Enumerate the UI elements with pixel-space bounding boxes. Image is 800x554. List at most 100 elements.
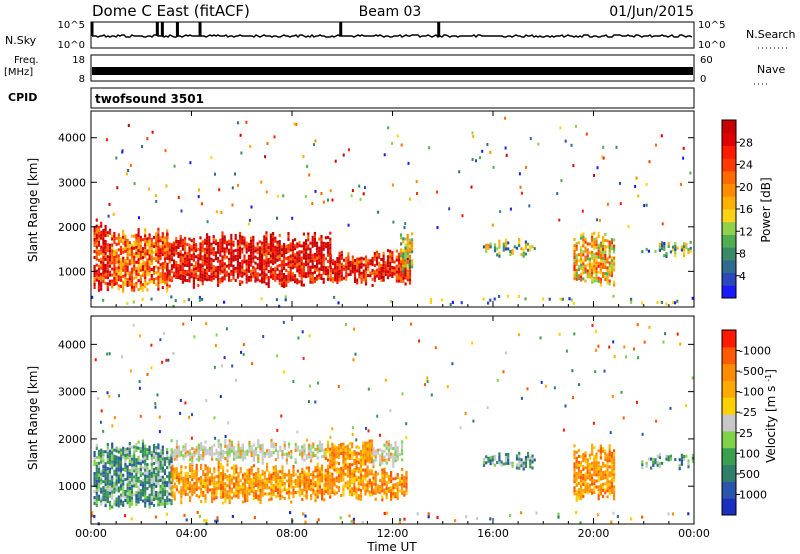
heatmap-cell — [378, 276, 381, 280]
heatmap-cell — [289, 260, 292, 264]
heatmap-noise — [585, 132, 588, 136]
heatmap-cell — [102, 238, 105, 241]
heatmap-cell — [309, 259, 312, 263]
heatmap-cell — [165, 512, 168, 516]
heatmap-cell — [392, 461, 395, 465]
heatmap-cell — [272, 277, 275, 280]
heatmap-cell — [100, 478, 103, 482]
heatmap-cell — [186, 472, 189, 475]
heatmap-cell — [184, 245, 187, 249]
heatmap-cell — [371, 268, 374, 272]
heatmap-cell — [210, 275, 213, 279]
heatmap-cell — [309, 280, 312, 284]
heatmap-cell — [289, 278, 292, 282]
heatmap-cell — [237, 455, 240, 459]
heatmap-noise — [173, 164, 176, 168]
heatmap-noise — [264, 155, 267, 159]
heatmap-cell — [100, 224, 103, 228]
heatmap-cell — [175, 442, 178, 446]
heatmap-cell — [588, 489, 591, 493]
heatmap-noise — [190, 436, 193, 440]
heatmap-cell — [290, 491, 293, 495]
heatmap-cell — [602, 238, 605, 242]
heatmap-cell — [122, 265, 125, 269]
heatmap-cell — [204, 482, 207, 486]
heatmap-noise — [179, 411, 182, 415]
heatmap-cell — [289, 254, 292, 258]
heatmap-cell — [236, 272, 239, 276]
heatmap-cell — [214, 239, 217, 243]
heatmap-cell — [398, 489, 401, 493]
heatmap-cell — [202, 482, 205, 485]
heatmap-cell — [199, 266, 202, 270]
heatmap-cell — [230, 239, 233, 243]
heatmap-cell — [604, 491, 607, 495]
heatmap-cell — [237, 471, 240, 475]
heatmap-cell — [257, 445, 260, 449]
heatmap-noise — [405, 436, 408, 440]
heatmap-noise — [108, 352, 111, 356]
heatmap-cell — [385, 461, 388, 465]
heatmap-cell — [115, 470, 118, 474]
heatmap-cell — [364, 456, 367, 460]
heatmap-cell — [135, 497, 138, 501]
heatmap-cell — [299, 478, 302, 482]
heatmap-cell — [117, 447, 120, 451]
heatmap-cell — [322, 277, 325, 281]
heatmap-cell — [170, 481, 173, 485]
heatmap-noise — [107, 214, 110, 218]
heatmap-cell — [498, 458, 501, 462]
heatmap-cell — [111, 267, 114, 271]
heatmap-cell — [166, 451, 169, 455]
heatmap-cell — [175, 264, 178, 267]
heatmap-cell — [303, 473, 306, 477]
heatmap-cell — [213, 482, 216, 486]
heatmap-cell — [392, 495, 395, 499]
heatmap-cell — [106, 231, 109, 235]
heatmap-cell — [108, 506, 112, 510]
heatmap-cell — [404, 249, 407, 253]
heatmap-cell — [192, 249, 195, 253]
heatmap-noise — [471, 131, 474, 135]
heatmap-cell — [274, 251, 277, 255]
heatmap-cell — [248, 447, 251, 450]
heatmap-cell — [119, 457, 123, 461]
heatmap-cell — [247, 269, 250, 273]
heatmap-cell — [239, 264, 242, 268]
heatmap-cell — [184, 448, 187, 452]
heatmap-cell — [327, 274, 330, 278]
heatmap-cell — [323, 451, 326, 455]
heatmap-cell — [281, 483, 284, 487]
heatmap-cell — [281, 450, 284, 454]
heatmap-cell — [188, 261, 191, 265]
heatmap-cell — [211, 497, 214, 501]
heatmap-cell — [278, 245, 281, 249]
heatmap-cell — [95, 239, 98, 243]
heatmap-cell — [362, 453, 365, 457]
heatmap-cell — [108, 255, 112, 259]
heatmap-cell — [133, 448, 136, 452]
heatmap-cell — [180, 471, 183, 475]
heatmap-cell — [575, 244, 578, 248]
heatmap-cell — [217, 439, 220, 443]
heatmap-cell — [379, 463, 382, 467]
heatmap-cell — [357, 482, 360, 486]
heatmap-cell — [367, 262, 370, 266]
heatmap-cell — [124, 282, 127, 286]
heatmap-cell — [190, 254, 193, 258]
heatmap-cell — [206, 242, 209, 246]
heatmap-cell — [168, 272, 171, 276]
heatmap-cell — [221, 270, 224, 274]
heatmap-cell — [128, 484, 131, 487]
heatmap-cell — [97, 240, 101, 244]
heatmap-cell — [411, 247, 414, 251]
heatmap-cell — [250, 448, 253, 452]
heatmap-cell — [573, 244, 576, 247]
heatmap-cell — [104, 248, 107, 252]
heatmap-cell — [584, 240, 587, 244]
heatmap-cell — [362, 269, 365, 273]
heatmap-cell — [161, 484, 164, 488]
heatmap-cell — [604, 263, 607, 266]
heatmap-cell — [608, 471, 611, 475]
